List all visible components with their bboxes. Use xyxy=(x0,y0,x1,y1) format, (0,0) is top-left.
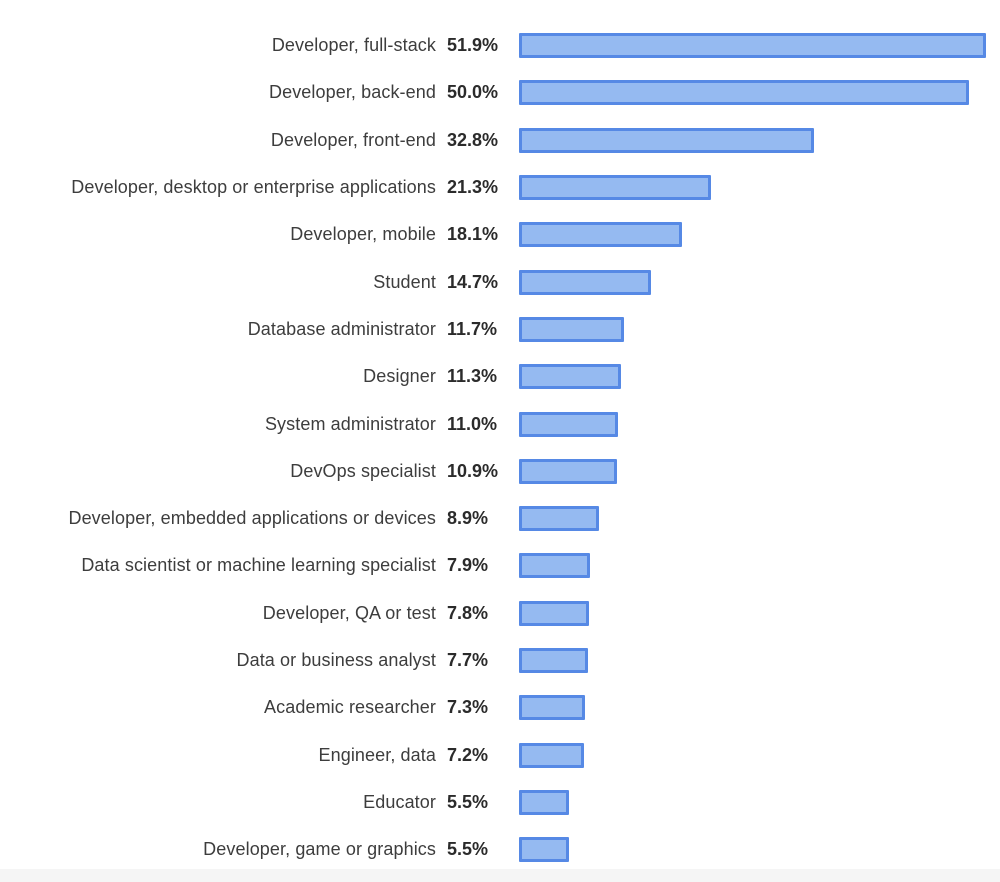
bar xyxy=(519,222,682,248)
chart-row: Educator 5.5% xyxy=(0,779,1000,826)
bar-value-label: 32.8% xyxy=(447,129,499,150)
chart-row: Designer 11.3% xyxy=(0,353,1000,400)
chart-row: Developer, game or graphics 5.5% xyxy=(0,826,1000,873)
bar-label: Academic researcher xyxy=(264,697,436,718)
bar-label: System administrator xyxy=(264,413,436,434)
bar xyxy=(519,33,987,59)
bar-label: DevOps specialist xyxy=(290,460,436,481)
bar-value-label: 51.9% xyxy=(447,35,499,56)
chart-row: DevOps specialist 10.9% xyxy=(0,448,1000,495)
bar xyxy=(519,506,600,532)
bar xyxy=(519,316,625,342)
bar-value-label: 14.7% xyxy=(447,271,499,292)
bar xyxy=(519,458,618,484)
bar-value-label: 11.3% xyxy=(447,366,498,387)
chart-row: System administrator 11.0% xyxy=(0,400,1000,447)
bar-label: Developer, mobile xyxy=(290,224,436,245)
bar-label: Developer, embedded applications or devi… xyxy=(68,508,436,529)
bottom-background-strip xyxy=(0,869,1000,882)
bar xyxy=(519,789,569,815)
chart-row: Academic researcher 7.3% xyxy=(0,684,1000,731)
bar-label: Designer xyxy=(363,366,436,387)
bar xyxy=(519,411,618,437)
chart-row: Developer, desktop or enterprise applica… xyxy=(0,164,1000,211)
bar-label: Developer, QA or test xyxy=(262,602,436,623)
bar-label: Data or business analyst xyxy=(236,650,436,670)
chart-row: Engineer, data 7.2% xyxy=(0,731,1000,778)
bar-label: Student xyxy=(373,271,436,292)
chart-row: Student 14.7% xyxy=(0,258,1000,305)
bar-label: Developer, front-end xyxy=(270,129,436,150)
bar xyxy=(519,175,711,201)
chart-row: Data scientist or machine learning speci… xyxy=(0,542,1000,589)
chart-row: Developer, embedded applications or devi… xyxy=(0,495,1000,542)
bar-label: Engineer, data xyxy=(318,744,436,765)
bar xyxy=(519,364,621,390)
bar-value-label: 7.2% xyxy=(447,744,489,765)
chart-row: Data or business analyst 7.7% xyxy=(0,637,1000,684)
chart-row: Developer, QA or test 7.8% xyxy=(0,590,1000,637)
bar xyxy=(519,695,585,721)
bar-label: Data scientist or machine learning speci… xyxy=(81,555,436,576)
bar-value-label: 18.1% xyxy=(447,224,499,245)
bar-value-label: 11.7% xyxy=(447,318,498,339)
bar-label: Developer, game or graphics xyxy=(203,839,436,860)
bar xyxy=(519,80,969,106)
bar-value-label: 5.5% xyxy=(447,791,489,812)
chart-row: Developer, front-end 32.8% xyxy=(0,117,1000,164)
bar xyxy=(519,837,569,863)
chart-row: Database administrator 11.7% xyxy=(0,306,1000,353)
bar-value-label: 10.9% xyxy=(447,460,499,481)
bar xyxy=(519,600,590,626)
bar-value-label: 7.9% xyxy=(447,555,489,576)
bar-label: Database administrator xyxy=(247,318,436,339)
bar-label: Developer, desktop or enterprise applica… xyxy=(71,177,436,198)
chart-row: Developer, mobile 18.1% xyxy=(0,211,1000,258)
bar-value-label: 8.9% xyxy=(447,508,489,529)
bar-value-label: 7.8% xyxy=(447,602,489,623)
bar-label: Educator xyxy=(363,791,436,812)
bar xyxy=(519,269,652,295)
bar xyxy=(519,553,591,579)
bar xyxy=(519,742,584,768)
bar-value-label: 5.5% xyxy=(447,839,489,860)
bar-label: Developer, full-stack xyxy=(271,35,436,56)
bar-value-label: 11.0% xyxy=(447,413,498,434)
chart-row: Developer, full-stack 51.9% xyxy=(0,22,1000,69)
bar-label: Developer, back-end xyxy=(268,82,436,103)
bar-value-label: 7.3% xyxy=(447,697,489,718)
bar-value-label: 21.3% xyxy=(447,177,499,198)
bar-value-label: 50.0% xyxy=(447,82,499,103)
bar xyxy=(519,127,815,153)
bar-value-label: 7.7% xyxy=(447,650,489,670)
bar xyxy=(519,648,589,673)
chart-row: Developer, back-end 50.0% xyxy=(0,69,1000,116)
